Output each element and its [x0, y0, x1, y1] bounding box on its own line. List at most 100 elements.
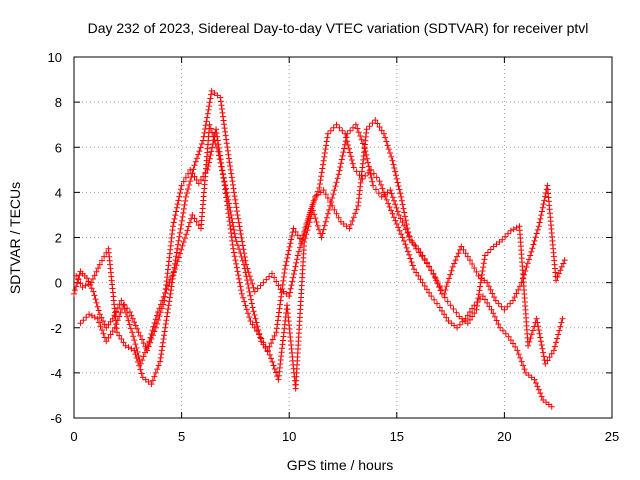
data-point-track-c — [354, 125, 361, 132]
plot-frame — [73, 56, 613, 419]
data-point-track-a — [288, 232, 295, 239]
data-point-track-c — [247, 292, 254, 299]
data-point-track-c — [479, 268, 486, 275]
data-point-track-c — [217, 159, 224, 166]
data-point-track-b — [524, 260, 531, 267]
data-point-track-c — [319, 230, 326, 237]
data-point-track-b — [542, 193, 549, 200]
data-point-track-b — [268, 270, 275, 277]
data-point-track-b — [217, 98, 224, 105]
data-point-track-c — [94, 315, 101, 322]
data-point-track-c — [174, 258, 181, 265]
data-point-track-c — [181, 235, 188, 242]
data-point-track-c — [237, 249, 244, 256]
data-point-track-b — [525, 256, 532, 263]
data-point-track-b — [402, 213, 409, 220]
data-point-track-b — [335, 214, 342, 221]
data-point-track-c — [480, 264, 487, 271]
data-point-track-a — [423, 286, 430, 293]
data-point-track-c — [423, 260, 430, 267]
data-point-track-b — [452, 257, 459, 264]
data-point-track-c — [538, 342, 545, 349]
data-point-track-b — [374, 120, 381, 127]
data-point-track-c — [337, 163, 344, 170]
data-point-track-b — [195, 151, 202, 158]
data-point-track-c — [251, 311, 258, 318]
y-tick-label: 8 — [55, 95, 62, 110]
data-point-track-c — [183, 231, 190, 238]
data-point-track-c — [86, 311, 93, 318]
data-point-track-c — [341, 145, 348, 152]
y-tick-label: 4 — [55, 185, 62, 200]
data-point-track-c — [330, 191, 337, 198]
data-point-track-a — [180, 178, 187, 185]
data-point-track-b — [528, 248, 535, 255]
data-point-track-a — [273, 329, 280, 336]
data-point-track-b — [309, 201, 316, 208]
data-point-track-b — [347, 221, 354, 228]
data-point-track-b — [263, 276, 270, 283]
data-point-track-c — [125, 317, 132, 324]
data-point-track-b — [233, 208, 240, 215]
data-point-track-b — [149, 377, 156, 384]
data-point-track-c — [314, 222, 321, 229]
data-point-track-a — [285, 251, 292, 258]
data-point-track-c — [535, 323, 542, 330]
data-point-track-c — [466, 316, 473, 323]
data-point-track-a — [98, 314, 105, 321]
data-point-track-b — [454, 253, 461, 260]
data-point-track-c — [156, 305, 163, 312]
data-point-track-a — [531, 376, 538, 383]
data-point-track-a — [91, 292, 98, 299]
data-point-track-b — [346, 225, 353, 232]
data-point-track-a — [96, 311, 103, 318]
data-point-track-c — [223, 189, 230, 196]
data-point-track-a — [402, 241, 409, 248]
data-point-track-a — [324, 130, 331, 137]
data-point-track-b — [173, 253, 180, 260]
data-point-track-b — [271, 274, 278, 281]
data-point-track-c — [103, 338, 110, 345]
data-point-track-b — [510, 297, 517, 304]
data-point-track-c — [347, 127, 354, 134]
data-point-track-a — [275, 313, 282, 320]
data-point-track-b — [207, 95, 214, 102]
data-point-track-c — [362, 148, 369, 155]
data-point-track-c — [484, 249, 491, 256]
data-point-track-a — [187, 166, 194, 173]
y-tick-label: 6 — [55, 140, 62, 155]
data-point-track-c — [153, 312, 160, 319]
data-point-track-c — [477, 279, 484, 286]
data-point-track-a — [517, 354, 524, 361]
data-point-track-a — [383, 196, 390, 203]
data-point-track-a — [245, 310, 252, 317]
data-point-track-b — [538, 212, 545, 219]
data-point-track-c — [230, 226, 237, 233]
data-point-track-c — [473, 306, 480, 313]
data-point-track-c — [137, 360, 144, 367]
data-point-track-b — [455, 250, 462, 257]
data-point-track-b — [498, 303, 505, 310]
data-point-track-c — [393, 204, 400, 211]
data-point-track-b — [203, 118, 210, 125]
data-point-track-b — [114, 329, 121, 336]
data-point-track-a — [316, 180, 323, 187]
chart-title: Day 232 of 2023, Sidereal Day-to-day VTE… — [88, 20, 589, 36]
data-point-track-c — [388, 190, 395, 197]
data-point-track-c — [341, 141, 348, 148]
data-point-track-c — [152, 316, 159, 323]
data-point-track-c — [323, 214, 330, 221]
data-point-track-b — [187, 178, 194, 185]
data-point-track-b — [163, 313, 170, 320]
data-point-track-c — [525, 342, 532, 349]
data-point-track-c — [111, 324, 118, 331]
data-point-track-c — [216, 156, 223, 163]
data-point-track-a — [466, 308, 473, 315]
data-point-track-c — [236, 246, 243, 253]
data-point-track-b — [225, 155, 232, 162]
data-point-track-c — [144, 342, 151, 349]
data-point-track-b — [221, 125, 228, 132]
data-point-track-b — [177, 225, 184, 232]
data-point-track-c — [306, 219, 313, 226]
data-point-track-a — [464, 312, 471, 319]
